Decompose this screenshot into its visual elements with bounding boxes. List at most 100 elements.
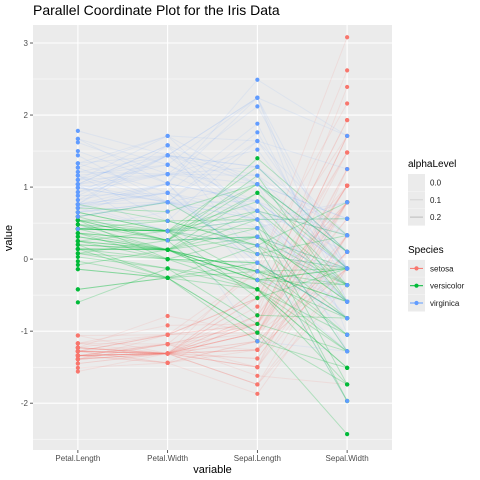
data-point-setosa	[255, 365, 260, 370]
series-line-versicolor	[77, 224, 348, 269]
series-line-setosa	[77, 268, 348, 357]
series-line-setosa	[77, 201, 348, 357]
data-point-virginica	[255, 173, 260, 178]
legend-title: alphaLevel	[408, 159, 456, 170]
series-line-versicolor	[77, 200, 348, 302]
series-line-setosa	[77, 268, 348, 357]
x-tick-label: Petal.Width	[147, 454, 188, 463]
data-point-virginica	[75, 140, 80, 145]
legend-key-point	[414, 300, 419, 306]
series-line-virginica	[77, 135, 348, 220]
series-line-setosa	[77, 152, 348, 354]
data-point-setosa	[345, 84, 350, 90]
series-line-setosa	[77, 37, 348, 352]
data-point-virginica	[75, 136, 80, 141]
series-line-versicolor	[77, 244, 348, 402]
series-line-versicolor	[77, 183, 348, 269]
data-point-virginica	[345, 166, 350, 172]
data-point-versicolor	[75, 246, 80, 252]
series-line-versicolor	[77, 219, 348, 286]
series-line-setosa	[77, 185, 348, 357]
data-point-virginica	[255, 260, 260, 265]
data-point-virginica	[345, 249, 350, 255]
data-point-versicolor	[75, 222, 80, 227]
series-line-setosa	[77, 235, 348, 360]
data-point-versicolor	[345, 432, 350, 437]
data-point-versicolor	[255, 287, 260, 292]
series-line-virginica	[77, 201, 348, 269]
series-line-setosa	[77, 251, 348, 354]
data-point-virginica	[345, 282, 350, 288]
data-point-virginica	[255, 208, 260, 213]
series-line-setosa	[77, 185, 348, 360]
series-points	[75, 35, 350, 437]
data-point-virginica	[255, 121, 260, 126]
data-point-virginica	[165, 238, 170, 243]
data-point-virginica	[165, 200, 170, 205]
series-line-versicolor	[77, 248, 348, 336]
series-line-virginica	[77, 175, 348, 352]
data-point-versicolor	[165, 247, 170, 252]
data-point-virginica	[345, 299, 350, 304]
data-point-setosa	[75, 365, 80, 370]
data-point-versicolor	[75, 231, 80, 236]
data-point-versicolor	[75, 251, 80, 256]
series-line-virginica	[77, 140, 348, 269]
series-line-virginica	[77, 203, 348, 302]
series-line-virginica	[77, 207, 348, 402]
data-point-virginica	[75, 182, 80, 187]
data-point-virginica	[75, 161, 80, 166]
series-line-setosa	[77, 168, 348, 372]
y-axis-title: value	[3, 225, 15, 251]
series-line-setosa	[77, 168, 348, 357]
series-line-setosa	[77, 201, 348, 354]
series-line-versicolor	[77, 277, 348, 385]
series-line-setosa	[77, 201, 348, 368]
data-point-virginica	[345, 316, 350, 321]
series-line-setosa	[77, 168, 348, 364]
data-point-virginica	[75, 197, 80, 203]
data-point-virginica	[255, 251, 260, 257]
series-line-setosa	[77, 201, 348, 354]
data-point-setosa	[75, 361, 80, 366]
data-point-setosa	[255, 356, 260, 361]
legend-label: 0.2	[430, 213, 442, 222]
series-line-versicolor	[77, 240, 348, 272]
series-line-versicolor	[77, 244, 348, 281]
series-line-virginica	[77, 192, 348, 319]
data-point-versicolor	[255, 313, 260, 318]
series-line-versicolor	[77, 268, 348, 435]
series-line-setosa	[77, 235, 348, 386]
series-line-setosa	[77, 284, 348, 386]
series-line-virginica	[77, 192, 348, 319]
data-point-setosa	[255, 304, 260, 309]
data-point-virginica	[75, 148, 80, 154]
data-point-virginica	[75, 190, 80, 195]
data-point-setosa	[165, 332, 170, 337]
series-line-virginica	[77, 97, 348, 269]
data-point-virginica	[165, 218, 170, 224]
data-point-versicolor	[75, 254, 80, 260]
series-line-virginica	[77, 201, 348, 319]
series-line-versicolor	[77, 252, 348, 352]
data-point-versicolor	[75, 262, 80, 267]
series-line-versicolor	[77, 211, 348, 352]
data-point-versicolor	[75, 242, 80, 247]
series-line-setosa	[77, 201, 348, 354]
data-point-virginica	[255, 138, 260, 144]
series-line-setosa	[77, 135, 348, 354]
series-line-setosa	[77, 268, 348, 395]
y-tick-label: 0	[24, 255, 29, 264]
series-line-versicolor	[77, 203, 348, 319]
series-line-versicolor	[77, 260, 348, 369]
plot-panel	[33, 25, 392, 450]
series-line-versicolor	[77, 218, 348, 222]
series-line-versicolor	[77, 240, 348, 319]
data-point-setosa	[345, 68, 350, 73]
series-line-virginica	[77, 173, 348, 302]
data-point-setosa	[165, 342, 170, 347]
series-line-versicolor	[77, 201, 348, 255]
series-line-setosa	[77, 235, 348, 360]
series-line-setosa	[77, 235, 348, 365]
data-point-virginica	[255, 95, 260, 100]
